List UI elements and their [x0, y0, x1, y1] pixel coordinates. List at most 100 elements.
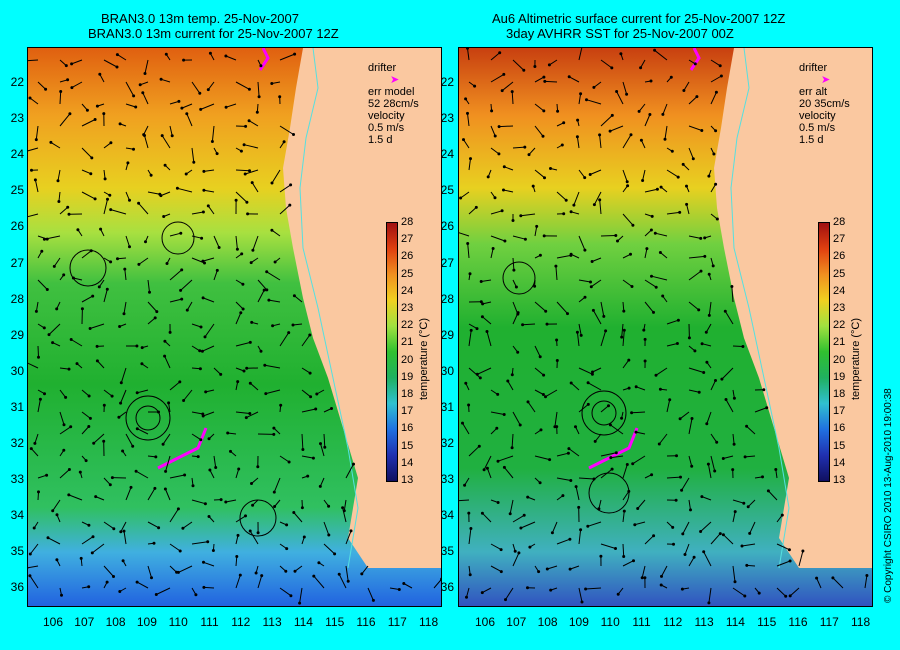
current-vector [52, 499, 61, 512]
current-vector-head [302, 535, 306, 539]
left-map-panel[interactable] [27, 47, 442, 607]
current-vector [556, 254, 571, 259]
current-vector [81, 389, 90, 397]
current-vector [578, 529, 582, 545]
current-vector [81, 411, 91, 419]
current-vector [235, 341, 251, 347]
current-vector [235, 556, 238, 567]
current-vector-head [251, 503, 255, 507]
current-vector [248, 120, 259, 127]
current-vector [723, 455, 734, 459]
current-vector [433, 579, 441, 589]
colorbar-tick-label: 13 [833, 474, 846, 486]
current-vector-head [627, 358, 631, 362]
current-vector-head [245, 200, 249, 204]
current-vector-head [526, 586, 529, 590]
drifter-label: drifter [368, 62, 397, 74]
current-vector [144, 135, 149, 149]
current-vector [512, 146, 525, 149]
current-vector [481, 279, 492, 282]
current-vector-head [683, 553, 687, 556]
current-vector-head [70, 62, 74, 66]
current-vector [70, 339, 83, 347]
eddy [502, 261, 536, 295]
current-vector-head [502, 465, 506, 469]
current-vector-head [560, 143, 564, 147]
current-vector-head [200, 236, 204, 240]
current-vector-head [68, 112, 72, 116]
current-vector [279, 184, 291, 193]
current-vector-head [468, 573, 472, 577]
left-legend: drifter ➤ err model 52 28cm/s velocity 0… [368, 62, 419, 146]
current-vector [490, 543, 502, 551]
colorbar-tick-label: 20 [401, 353, 414, 366]
colorbar-tick-label: 17 [833, 405, 846, 418]
current-vector [97, 360, 105, 369]
current-vector-head [167, 401, 171, 405]
current-vector-head [84, 459, 88, 463]
current-vector-head [723, 309, 727, 313]
current-vector-head [625, 180, 629, 184]
err-value: 52 28cm/s [368, 98, 419, 110]
current-vector-head [473, 84, 477, 88]
current-vector [703, 551, 712, 567]
current-vector [576, 136, 580, 149]
current-vector-head [198, 349, 202, 353]
current-vector-head [248, 529, 252, 533]
current-vector-head [516, 311, 520, 315]
scale-time: 1.5 d [799, 134, 824, 146]
latitude-tick-label: 27 [440, 255, 454, 270]
longitude-tick-label: 111 [200, 615, 219, 629]
current-vector [203, 561, 215, 567]
current-vector [202, 345, 215, 352]
current-vector [578, 235, 586, 251]
current-vector-head [87, 425, 91, 428]
current-vector-head [198, 91, 202, 95]
current-vector-head [180, 106, 184, 110]
current-vector [576, 332, 580, 347]
current-vector [789, 587, 800, 597]
current-vector [35, 125, 39, 140]
right-map-panel[interactable] [458, 47, 873, 607]
current-vector-head [649, 228, 653, 232]
current-vector [225, 55, 237, 61]
current-vector-head [244, 124, 248, 128]
current-vector-head [517, 551, 521, 555]
current-vector [59, 91, 62, 105]
current-vector [710, 75, 722, 83]
current-vector-head [42, 237, 46, 241]
current-vector-head [64, 395, 68, 399]
current-vector [497, 455, 514, 462]
current-vector [91, 543, 105, 554]
current-vector [203, 189, 215, 193]
current-vector-head [745, 424, 749, 428]
current-vector [622, 169, 628, 182]
current-vector [182, 521, 193, 529]
current-vector-head [215, 268, 219, 272]
current-vector-head [583, 295, 587, 299]
colorbar-tick-label: 15 [833, 439, 846, 452]
current-vector [203, 411, 215, 417]
current-vector [299, 587, 303, 604]
colorbar-tick-label: 24 [833, 284, 846, 297]
current-vector [705, 323, 712, 333]
current-vector-head [66, 205, 70, 209]
current-vector [249, 530, 259, 545]
current-vector [707, 464, 712, 479]
current-vector-head [506, 379, 510, 383]
current-vector-head [288, 203, 292, 207]
current-vector-head [655, 187, 659, 191]
current-vector [125, 81, 135, 97]
current-vector-head [562, 212, 566, 216]
current-vector-head [695, 95, 699, 99]
current-vector-head [733, 510, 737, 514]
current-vector [832, 577, 844, 589]
current-vector-head [217, 246, 221, 249]
current-vector-head [259, 64, 263, 68]
current-vector [462, 422, 470, 435]
current-vector [688, 455, 693, 467]
current-vector-head [650, 214, 654, 218]
current-vector [710, 183, 717, 193]
current-vector-head [200, 349, 204, 353]
current-vector-head [239, 149, 243, 153]
